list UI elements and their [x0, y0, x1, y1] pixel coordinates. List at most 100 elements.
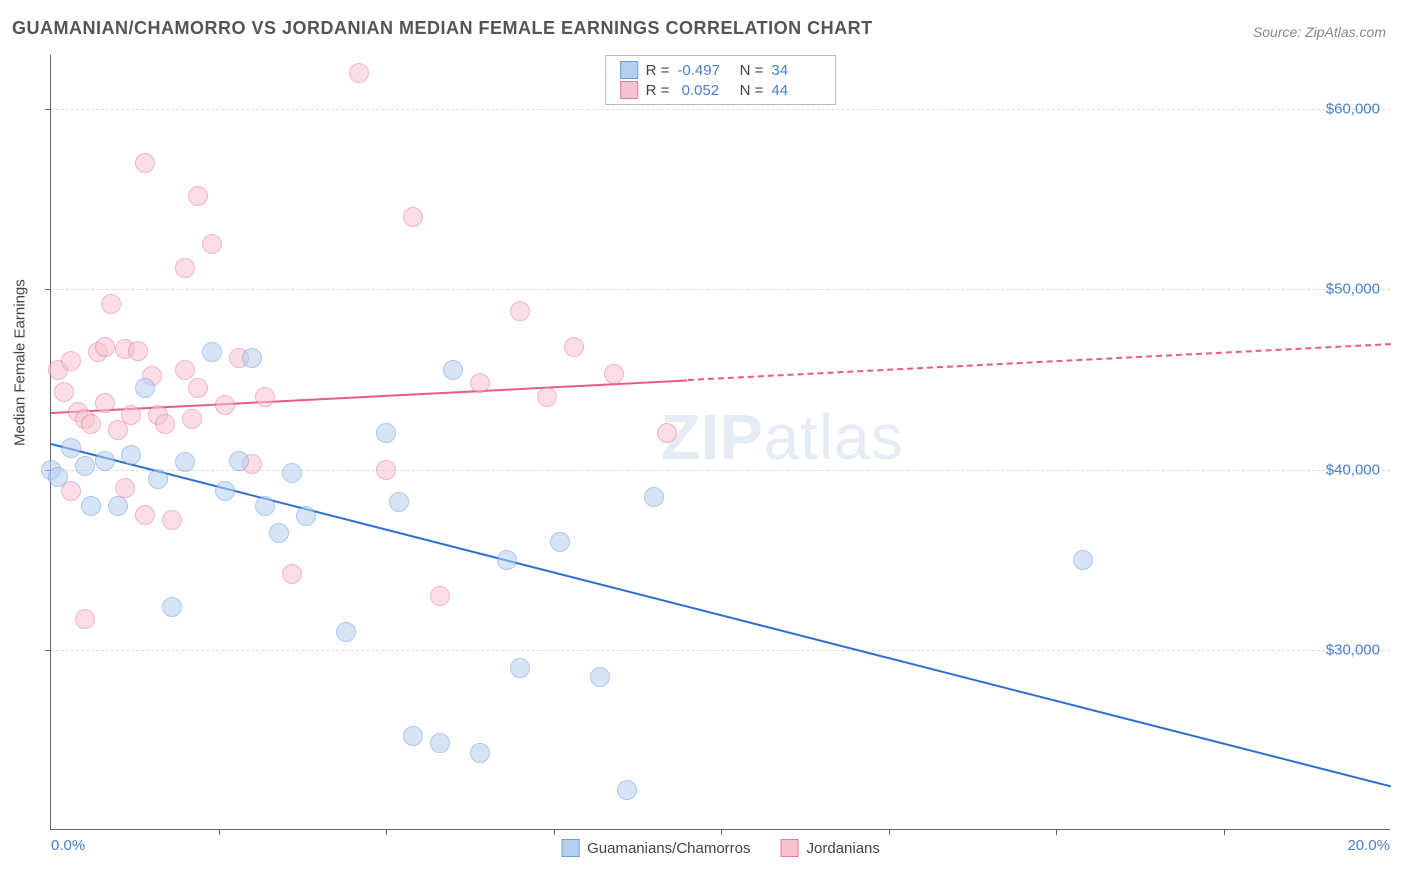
scatter-point — [75, 609, 95, 629]
legend-item-1: Guamanians/Chamorros — [561, 839, 750, 857]
scatter-point — [121, 445, 141, 465]
x-tick — [889, 829, 890, 835]
legend: Guamanians/Chamorros Jordanians — [561, 839, 880, 857]
scatter-point — [604, 364, 624, 384]
scatter-point — [162, 510, 182, 530]
stats-n-value-2: 44 — [771, 82, 821, 99]
stats-r-value-2: 0.052 — [677, 82, 727, 99]
scatter-point — [135, 505, 155, 525]
scatter-point — [389, 492, 409, 512]
plot-area: ZIPatlas R = -0.497 N = 34 R = 0.052 N =… — [50, 55, 1390, 830]
scatter-point — [336, 622, 356, 642]
stats-n-label: N = — [735, 82, 763, 99]
stats-box: R = -0.497 N = 34 R = 0.052 N = 44 — [605, 55, 837, 105]
y-tick-label: $50,000 — [1326, 281, 1380, 298]
scatter-point — [48, 467, 68, 487]
watermark-light: atlas — [764, 401, 904, 473]
scatter-point — [403, 207, 423, 227]
swatch-blue-icon — [561, 839, 579, 857]
stats-row-2: R = 0.052 N = 44 — [620, 80, 822, 100]
scatter-point — [188, 378, 208, 398]
scatter-point — [175, 258, 195, 278]
scatter-point — [510, 658, 530, 678]
scatter-point — [497, 550, 517, 570]
x-axis-min-label: 0.0% — [51, 837, 85, 854]
stats-n-label: N = — [735, 62, 763, 79]
stats-n-value-1: 34 — [771, 62, 821, 79]
scatter-point — [135, 153, 155, 173]
scatter-point — [175, 452, 195, 472]
scatter-point — [81, 414, 101, 434]
scatter-point — [148, 469, 168, 489]
scatter-point — [95, 337, 115, 357]
swatch-pink-icon — [620, 81, 638, 99]
scatter-point — [403, 726, 423, 746]
watermark: ZIPatlas — [661, 400, 904, 474]
grid-line — [51, 289, 1390, 290]
grid-line — [51, 650, 1390, 651]
scatter-point — [269, 523, 289, 543]
scatter-point — [188, 186, 208, 206]
scatter-point — [255, 496, 275, 516]
x-tick — [219, 829, 220, 835]
scatter-point — [550, 532, 570, 552]
scatter-point — [296, 506, 316, 526]
scatter-point — [75, 456, 95, 476]
x-tick — [721, 829, 722, 835]
stats-row-1: R = -0.497 N = 34 — [620, 60, 822, 80]
scatter-point — [229, 451, 249, 471]
scatter-point — [128, 341, 148, 361]
swatch-pink-icon — [781, 839, 799, 857]
scatter-point — [617, 780, 637, 800]
scatter-point — [202, 342, 222, 362]
scatter-point — [510, 301, 530, 321]
x-tick — [554, 829, 555, 835]
scatter-point — [537, 387, 557, 407]
scatter-point — [590, 667, 610, 687]
scatter-point — [1073, 550, 1093, 570]
scatter-point — [215, 481, 235, 501]
scatter-point — [470, 373, 490, 393]
stats-r-label: R = — [646, 62, 670, 79]
scatter-point — [175, 360, 195, 380]
scatter-point — [155, 414, 175, 434]
scatter-point — [349, 63, 369, 83]
scatter-point — [101, 294, 121, 314]
y-axis-title: Median Female Earnings — [12, 279, 29, 446]
scatter-point — [470, 743, 490, 763]
scatter-point — [430, 586, 450, 606]
legend-label-1: Guamanians/Chamorros — [587, 840, 750, 857]
scatter-point — [135, 378, 155, 398]
scatter-point — [376, 460, 396, 480]
scatter-point — [61, 438, 81, 458]
scatter-point — [430, 733, 450, 753]
y-tick-label: $60,000 — [1326, 101, 1380, 118]
scatter-point — [81, 496, 101, 516]
scatter-point — [182, 409, 202, 429]
scatter-point — [121, 405, 141, 425]
stats-r-label: R = — [646, 82, 670, 99]
trend-line — [51, 443, 1391, 787]
y-tick-label: $40,000 — [1326, 461, 1380, 478]
scatter-point — [443, 360, 463, 380]
scatter-point — [202, 234, 222, 254]
scatter-point — [95, 393, 115, 413]
scatter-point — [644, 487, 664, 507]
scatter-point — [95, 451, 115, 471]
trend-line — [687, 343, 1391, 381]
scatter-point — [282, 463, 302, 483]
scatter-point — [242, 348, 262, 368]
chart-container: GUAMANIAN/CHAMORRO VS JORDANIAN MEDIAN F… — [0, 0, 1406, 892]
scatter-point — [54, 382, 74, 402]
scatter-point — [162, 597, 182, 617]
x-axis-max-label: 20.0% — [1347, 837, 1390, 854]
y-tick — [45, 289, 51, 290]
x-tick — [1056, 829, 1057, 835]
chart-title: GUAMANIAN/CHAMORRO VS JORDANIAN MEDIAN F… — [12, 18, 873, 39]
scatter-point — [564, 337, 584, 357]
scatter-point — [108, 496, 128, 516]
legend-label-2: Jordanians — [807, 840, 880, 857]
swatch-blue-icon — [620, 61, 638, 79]
y-tick — [45, 650, 51, 651]
legend-item-2: Jordanians — [781, 839, 880, 857]
